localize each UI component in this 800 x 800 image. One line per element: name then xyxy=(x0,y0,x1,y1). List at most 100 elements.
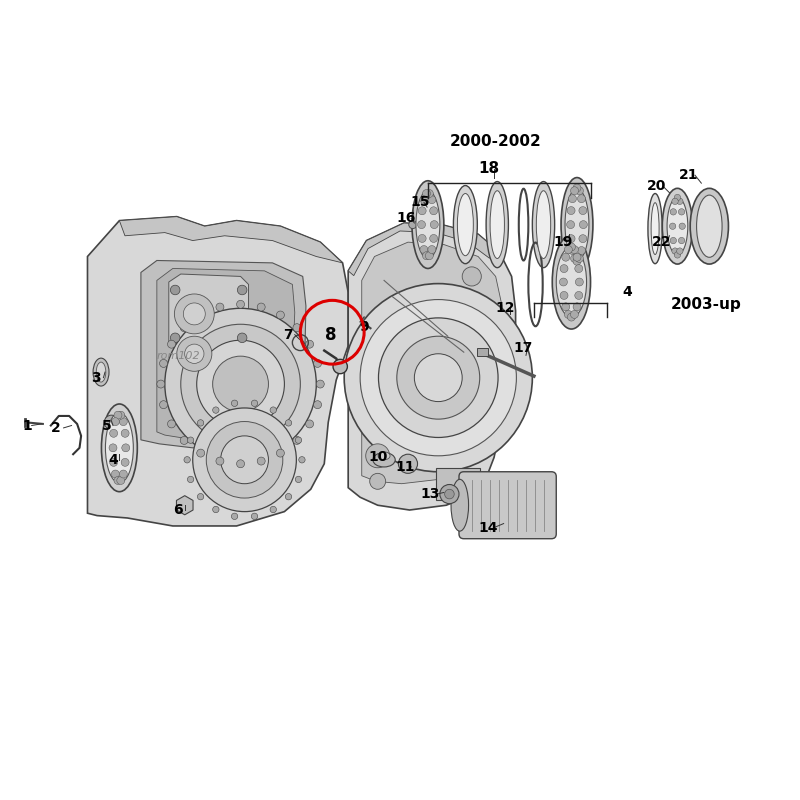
Circle shape xyxy=(258,303,265,311)
Circle shape xyxy=(566,221,574,229)
Text: 2003-up: 2003-up xyxy=(671,297,742,312)
Circle shape xyxy=(430,206,438,214)
Circle shape xyxy=(370,474,386,490)
Ellipse shape xyxy=(648,194,662,264)
Circle shape xyxy=(181,324,300,444)
Circle shape xyxy=(306,420,314,428)
Ellipse shape xyxy=(451,479,469,531)
Circle shape xyxy=(119,470,127,478)
Text: 7: 7 xyxy=(283,328,294,342)
Circle shape xyxy=(573,254,581,261)
Circle shape xyxy=(206,422,283,498)
Circle shape xyxy=(573,258,581,266)
Circle shape xyxy=(197,311,205,319)
Circle shape xyxy=(574,291,582,299)
Polygon shape xyxy=(87,217,348,526)
Circle shape xyxy=(418,206,426,214)
Text: 17: 17 xyxy=(514,341,534,355)
Circle shape xyxy=(295,476,302,482)
Circle shape xyxy=(167,420,175,428)
Circle shape xyxy=(121,458,129,466)
Circle shape xyxy=(193,408,296,512)
Circle shape xyxy=(418,234,426,242)
Circle shape xyxy=(117,411,125,419)
Circle shape xyxy=(366,444,390,468)
Circle shape xyxy=(570,246,578,254)
Circle shape xyxy=(397,336,480,419)
Circle shape xyxy=(564,310,572,318)
Polygon shape xyxy=(157,269,294,438)
Ellipse shape xyxy=(697,195,722,258)
Ellipse shape xyxy=(378,452,390,460)
Text: 2: 2 xyxy=(50,421,61,435)
Circle shape xyxy=(187,476,194,482)
Text: 12: 12 xyxy=(495,302,515,315)
Circle shape xyxy=(559,278,567,286)
Text: 3: 3 xyxy=(90,370,100,385)
Circle shape xyxy=(197,340,285,428)
Circle shape xyxy=(414,354,462,402)
Circle shape xyxy=(579,234,587,242)
Circle shape xyxy=(578,246,586,254)
Circle shape xyxy=(270,407,277,414)
Circle shape xyxy=(159,359,167,367)
Circle shape xyxy=(104,415,118,430)
Circle shape xyxy=(109,444,117,452)
Circle shape xyxy=(344,284,532,472)
FancyBboxPatch shape xyxy=(459,472,556,538)
Circle shape xyxy=(170,286,180,294)
Text: 8: 8 xyxy=(325,326,336,344)
Ellipse shape xyxy=(490,190,505,258)
Circle shape xyxy=(567,206,575,214)
Circle shape xyxy=(122,444,130,452)
Ellipse shape xyxy=(662,188,693,264)
Text: 20: 20 xyxy=(647,179,666,194)
Circle shape xyxy=(238,286,247,294)
Circle shape xyxy=(575,186,583,194)
Circle shape xyxy=(560,265,568,273)
Text: 16: 16 xyxy=(397,211,416,226)
Circle shape xyxy=(216,303,224,311)
Bar xyxy=(436,468,480,500)
Ellipse shape xyxy=(690,188,729,264)
Circle shape xyxy=(167,340,175,348)
Ellipse shape xyxy=(565,189,589,261)
Text: 10: 10 xyxy=(368,450,387,464)
Circle shape xyxy=(258,457,265,465)
Text: 4: 4 xyxy=(108,453,118,466)
Circle shape xyxy=(678,238,685,244)
Circle shape xyxy=(111,418,119,426)
Circle shape xyxy=(398,454,418,474)
Circle shape xyxy=(165,308,316,460)
Circle shape xyxy=(422,190,430,198)
Circle shape xyxy=(286,494,292,500)
Text: rom102: rom102 xyxy=(157,351,201,361)
Circle shape xyxy=(119,418,127,426)
Circle shape xyxy=(270,506,277,513)
Circle shape xyxy=(295,437,302,443)
Polygon shape xyxy=(348,223,500,276)
Circle shape xyxy=(378,318,498,438)
Text: 14: 14 xyxy=(478,521,498,534)
Circle shape xyxy=(314,401,322,409)
Circle shape xyxy=(183,303,206,325)
Text: 9: 9 xyxy=(359,320,369,334)
Circle shape xyxy=(306,340,314,348)
Circle shape xyxy=(237,300,245,308)
Circle shape xyxy=(573,303,581,311)
Circle shape xyxy=(679,223,686,230)
Ellipse shape xyxy=(458,194,474,256)
Circle shape xyxy=(157,380,165,388)
Circle shape xyxy=(198,494,204,500)
Circle shape xyxy=(575,254,583,262)
Ellipse shape xyxy=(416,190,440,258)
Circle shape xyxy=(197,449,205,457)
Circle shape xyxy=(111,470,119,478)
Circle shape xyxy=(110,458,118,466)
Circle shape xyxy=(117,477,125,485)
Circle shape xyxy=(177,336,212,371)
Circle shape xyxy=(578,194,586,202)
Circle shape xyxy=(198,420,204,426)
Circle shape xyxy=(574,265,582,273)
Circle shape xyxy=(677,248,683,254)
